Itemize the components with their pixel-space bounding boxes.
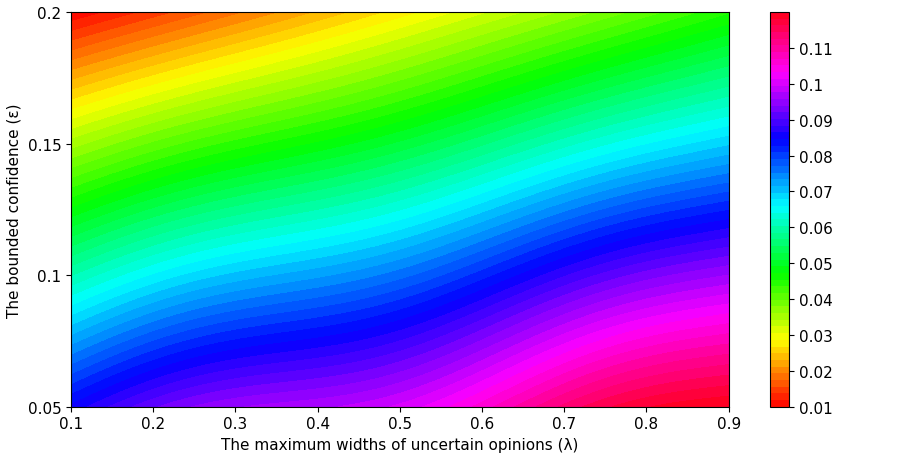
X-axis label: The maximum widths of uncertain opinions (λ): The maximum widths of uncertain opinions… — [221, 437, 579, 452]
Y-axis label: The bounded confidence (ε): The bounded confidence (ε) — [7, 103, 22, 317]
